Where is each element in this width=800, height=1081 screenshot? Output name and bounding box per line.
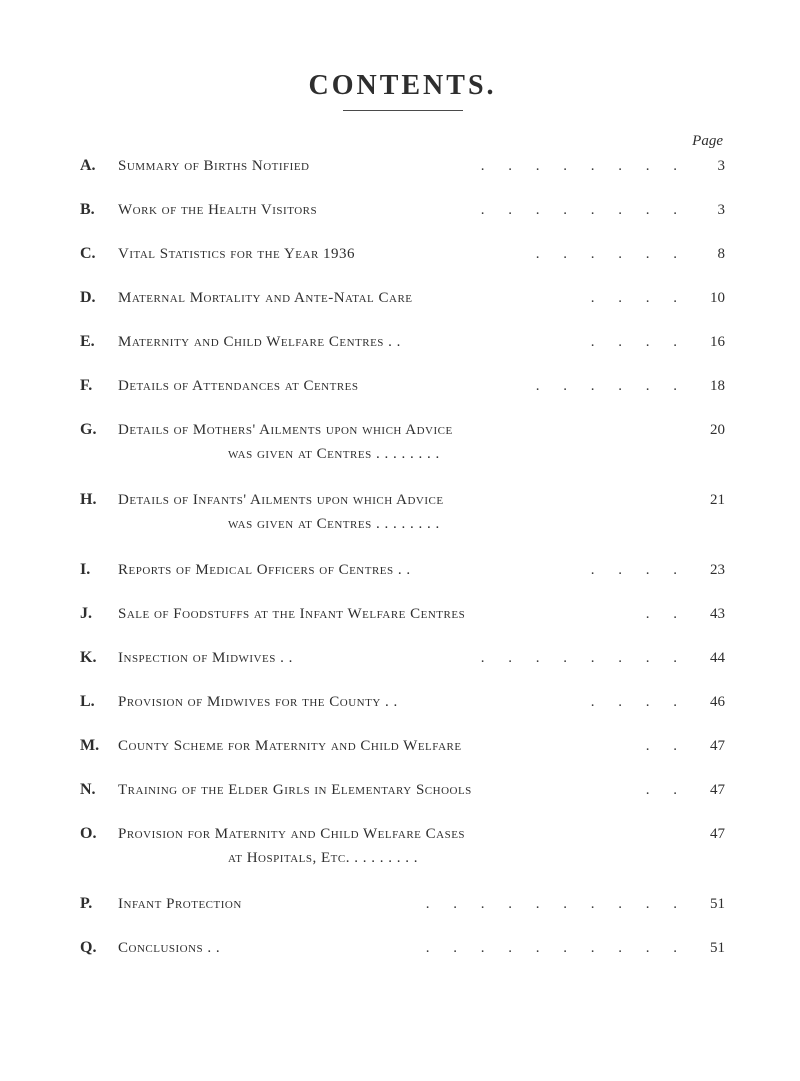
entry-dots: . . . . . . . . [475,650,693,667]
entry-title: Sale of Foodstuffs at the Infant Welfare… [118,602,640,626]
entry-title: Maternity and Child Welfare Centres . . [118,330,585,354]
entry-page: 43 [693,606,725,623]
entry-dots: . . [640,606,693,623]
entry-title: Provision for Maternity and Child Welfar… [118,822,693,870]
contents-title: CONTENTS. [80,70,725,102]
toc-entry: B.Work of the Health Visitors. . . . . .… [80,198,725,222]
entry-dots: . . . . . . . . . . [420,896,693,913]
entry-page: 44 [693,650,725,667]
entry-letter: N. [80,781,118,799]
entry-letter: C. [80,245,118,263]
entry-letter: I. [80,561,118,579]
entry-title: Details of Attendances at Centres [118,374,530,398]
entry-page: 47 [693,782,725,799]
entry-letter: L. [80,693,118,711]
toc-entry: J.Sale of Foodstuffs at the Infant Welfa… [80,602,725,626]
toc-entry: K.Inspection of Midwives . .. . . . . . … [80,646,725,670]
entry-dots: . . [640,782,693,799]
entry-letter: A. [80,157,118,175]
entry-page: 8 [693,246,725,263]
entry-dots: . . . . . . [530,246,693,263]
entry-title: Details of Infants' Ailments upon which … [118,488,693,536]
toc-entry: C.Vital Statistics for the Year 1936. . … [80,242,725,266]
entry-page: 51 [693,940,725,957]
entry-letter: Q. [80,939,118,957]
toc-entry: I.Reports of Medical Officers of Centres… [80,558,725,582]
entry-dots: . . . . . . [530,378,693,395]
entry-page: 46 [693,694,725,711]
entry-page: 23 [693,562,725,579]
entry-dots: . . . . . . . . [475,158,693,175]
entry-page: 47 [693,826,725,843]
entry-title: Training of the Elder Girls in Elementar… [118,778,640,802]
toc-entry: E.Maternity and Child Welfare Centres . … [80,330,725,354]
entry-page: 51 [693,896,725,913]
entry-letter: D. [80,289,118,307]
entry-letter: M. [80,737,118,755]
entry-title: Summary of Births Notified [118,154,475,178]
entry-letter: O. [80,825,118,843]
entry-title: Work of the Health Visitors [118,198,475,222]
toc-entry: O.Provision for Maternity and Child Welf… [80,822,725,870]
entry-letter: P. [80,895,118,913]
title-underline [343,110,463,111]
entry-title: Provision of Midwives for the County . . [118,690,585,714]
toc-entry: G.Details of Mothers' Ailments upon whic… [80,418,725,466]
entry-title: Vital Statistics for the Year 1936 [118,242,530,266]
entry-dots: . . . . . . . . [475,202,693,219]
toc-entry: L.Provision of Midwives for the County .… [80,690,725,714]
entry-letter: G. [80,421,118,439]
entries-list: A.Summary of Births Notified. . . . . . … [80,154,725,980]
page-header-label: Page [80,133,725,150]
entry-page: 47 [693,738,725,755]
toc-entry: P.Infant Protection. . . . . . . . . .51 [80,892,725,916]
entry-letter: B. [80,201,118,219]
entry-letter: J. [80,605,118,623]
entry-dots: . . [640,738,693,755]
entry-letter: H. [80,491,118,509]
entry-title-line2: was given at Centres . . . . . . . . [118,512,693,536]
entry-title: Details of Mothers' Ailments upon which … [118,418,693,466]
entry-dots: . . . . . . . . . . [420,940,693,957]
entry-letter: F. [80,377,118,395]
entry-dots: . . . . [585,334,693,351]
entry-page: 3 [693,202,725,219]
toc-entry: F.Details of Attendances at Centres. . .… [80,374,725,398]
entry-letter: K. [80,649,118,667]
entry-dots: . . . . [585,694,693,711]
entry-dots: . . . . [585,562,693,579]
entry-page: 16 [693,334,725,351]
toc-entry: A.Summary of Births Notified. . . . . . … [80,154,725,178]
toc-entry: D.Maternal Mortality and Ante-Natal Care… [80,286,725,310]
entry-page: 20 [693,422,725,439]
entry-page: 21 [693,492,725,509]
entry-title: Conclusions . . [118,936,420,960]
toc-entry: H.Details of Infants' Ailments upon whic… [80,488,725,536]
entry-page: 10 [693,290,725,307]
entry-dots: . . . . [585,290,693,307]
entry-letter: E. [80,333,118,351]
entry-page: 18 [693,378,725,395]
toc-entry: M.County Scheme for Maternity and Child … [80,734,725,758]
entry-page: 3 [693,158,725,175]
entry-title: Inspection of Midwives . . [118,646,475,670]
entry-title-line2: was given at Centres . . . . . . . . [118,442,693,466]
entry-title: Infant Protection [118,892,420,916]
toc-entry: N.Training of the Elder Girls in Element… [80,778,725,802]
entry-title: Reports of Medical Officers of Centres .… [118,558,585,582]
entry-title: Maternal Mortality and Ante-Natal Care [118,286,585,310]
entry-title: County Scheme for Maternity and Child We… [118,734,640,758]
toc-entry: Q.Conclusions . .. . . . . . . . . .51 [80,936,725,960]
entry-title-line2: at Hospitals, Etc. . . . . . . . . [118,846,693,870]
